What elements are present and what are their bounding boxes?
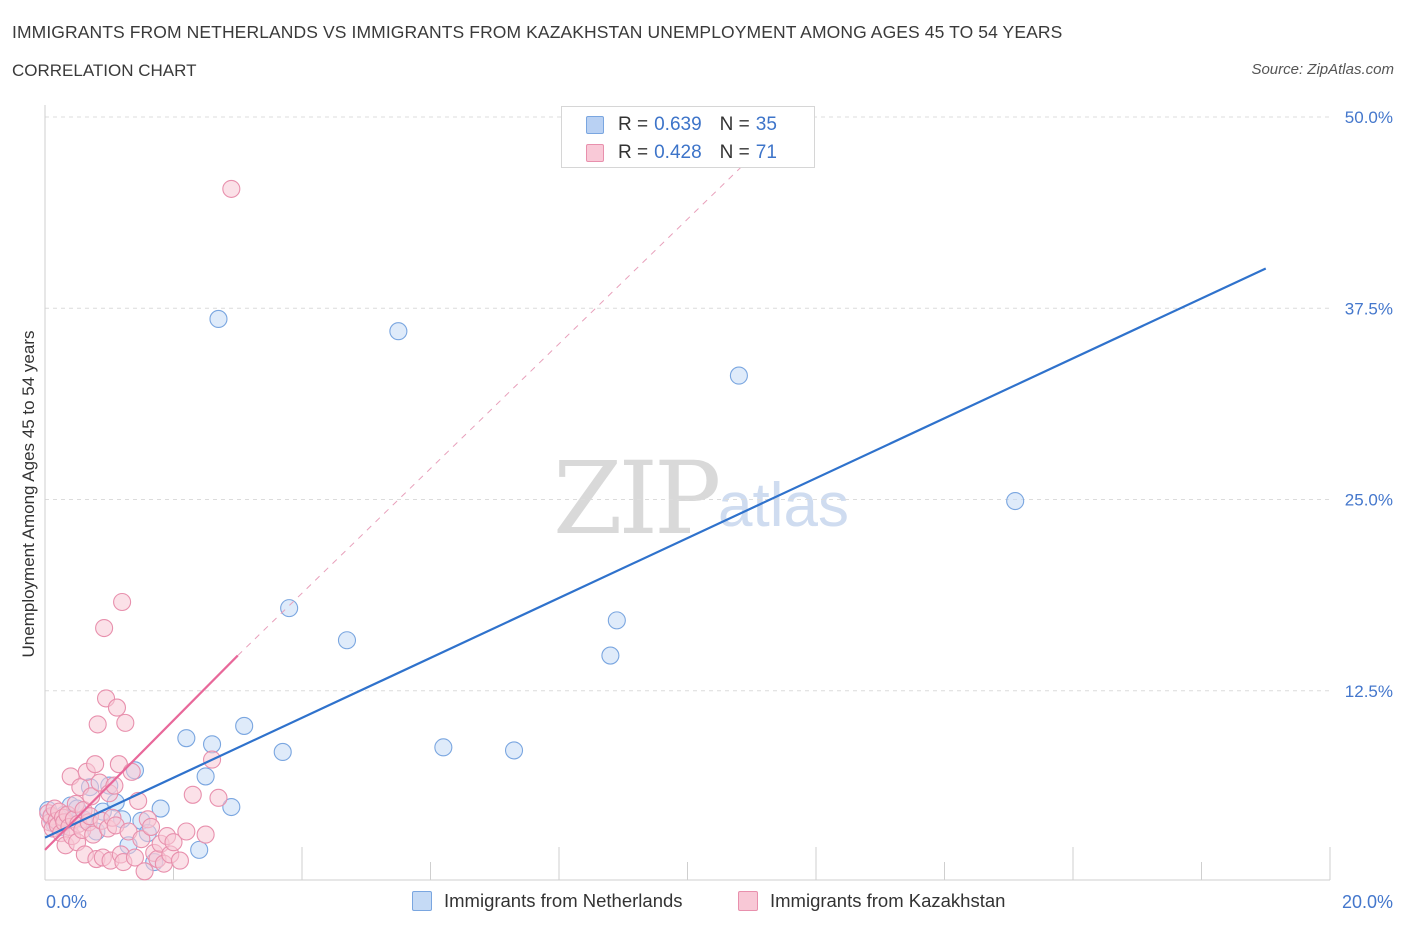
netherlands-point: [273, 742, 292, 762]
kazakhstan-point: [122, 762, 141, 781]
chart-title: IMMIGRANTS FROM NETHERLANDS VS IMMIGRANT…: [12, 22, 1063, 42]
kazakhstan-point: [82, 787, 101, 806]
correlation-legend: R = 0.639 N = 35 R = 0.428 N = 71: [561, 106, 815, 168]
legend-label-kazakhstan: Immigrants from Kazakhstan: [770, 890, 1006, 911]
kazakhstan-point: [95, 618, 114, 638]
legend-n-value: 71: [755, 142, 777, 163]
x-tick-label: 0.0%: [46, 892, 87, 912]
netherlands-point: [209, 309, 228, 329]
netherlands-point: [280, 599, 299, 618]
tick-labels: 12.5% 25.0% 37.5% 50.0% 0.0% 20.0%: [46, 108, 1393, 912]
kazakhstan-point: [177, 822, 196, 841]
kazakhstan-point: [86, 755, 105, 774]
legend-swatch-netherlands: [586, 116, 604, 134]
kazakhstan-point: [125, 848, 144, 867]
netherlands-trend-line: [44, 267, 1267, 839]
kazakhstan-point: [105, 776, 124, 795]
trend-lines: [44, 156, 1267, 851]
legend-r-value: 0.428: [654, 142, 702, 163]
axes: [44, 105, 1331, 881]
legend-row-kazakhstan: R = 0.428 N = 71: [586, 142, 777, 164]
legend-r-value: 0.639: [654, 114, 702, 135]
kazakhstan-point: [183, 785, 202, 804]
netherlands-point: [504, 741, 524, 760]
kazakhstan-points: [39, 179, 241, 881]
legend-item-kazakhstan: Immigrants from Kazakhstan: [738, 890, 1005, 912]
netherlands-point: [222, 797, 241, 817]
kazakhstan-point: [196, 825, 215, 844]
netherlands-point: [434, 738, 453, 757]
kazakhstan-point: [209, 788, 228, 807]
kazakhstan-point: [88, 715, 107, 734]
netherlands-point: [607, 611, 626, 630]
legend-n-label: N =: [719, 142, 750, 163]
kazakhstan-point: [132, 830, 151, 849]
legend-swatch-kazakhstan: [586, 144, 604, 162]
netherlands-point: [151, 799, 170, 818]
netherlands-point: [1006, 491, 1025, 511]
kazakhstan-point: [135, 862, 154, 881]
watermark-zip: ZIP: [553, 440, 721, 557]
source-credit: Source: ZipAtlas.com: [1251, 61, 1394, 78]
netherlands-point: [389, 322, 408, 341]
kazakhstan-point: [113, 592, 132, 612]
kazakhstan-point: [107, 698, 127, 717]
legend-label-netherlands: Immigrants from Netherlands: [444, 890, 683, 911]
y-tick-label: 37.5%: [1345, 299, 1393, 318]
x-tick-label: 20.0%: [1342, 892, 1393, 912]
y-tick-label: 12.5%: [1345, 682, 1393, 701]
kazakhstan-point: [164, 833, 183, 852]
kazakhstan-point: [222, 179, 241, 198]
grid-lines: [45, 116, 1330, 692]
netherlands-point: [203, 735, 222, 754]
netherlands-point: [337, 631, 357, 650]
netherlands-point: [235, 716, 254, 735]
legend-swatch-kazakhstan: [738, 891, 758, 911]
legend-r-label: R =: [618, 142, 649, 163]
legend-n-value: 35: [755, 114, 777, 135]
kazakhstan-trend-line: [44, 654, 239, 851]
y-axis-label: Unemployment Among Ages 45 to 54 years: [19, 331, 38, 658]
watermark-atlas: atlas: [718, 471, 849, 540]
kazakhstan-point: [170, 851, 189, 870]
netherlands-point: [196, 767, 215, 786]
netherlands-point: [190, 840, 209, 859]
netherlands-point: [177, 729, 196, 748]
kazakhstan-point: [141, 817, 161, 836]
chart-subtitle: CORRELATION CHART: [12, 61, 197, 80]
kazakhstan-trend-extension: [237, 156, 753, 656]
legend-item-netherlands: Immigrants from Netherlands: [412, 890, 683, 912]
legend-swatch-netherlands: [412, 891, 432, 911]
netherlands-points: [39, 309, 1025, 872]
netherlands-point: [601, 646, 620, 665]
legend-row-netherlands: R = 0.639 N = 35: [586, 114, 777, 136]
netherlands-point: [729, 366, 748, 385]
y-tick-label: 25.0%: [1345, 491, 1393, 510]
y-tick-label: 50.0%: [1345, 108, 1393, 127]
legend-n-label: N =: [719, 114, 750, 135]
series-legend: Immigrants from Netherlands Immigrants f…: [0, 890, 1406, 914]
kazakhstan-point: [116, 713, 135, 732]
legend-r-label: R =: [618, 114, 649, 135]
